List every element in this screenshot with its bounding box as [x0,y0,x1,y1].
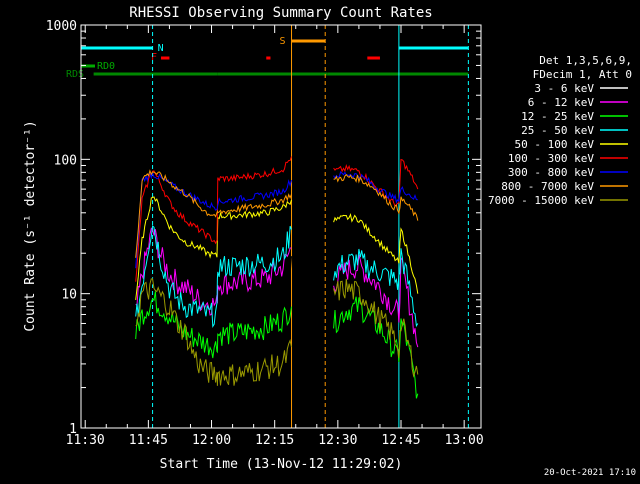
legend-label-3: 25 - 50 keV [521,124,594,137]
x-tick-label-1: 11:45 [129,433,168,448]
series-line-0-seg-1 [333,264,419,388]
y-tick-label-0: 1 [69,422,77,437]
series-line-2-seg-0 [135,291,292,359]
series-layer [135,156,419,399]
legend-label-5: 100 - 300 keV [508,152,594,165]
legend-label-1: 6 - 12 keV [528,96,595,109]
flag-label-n: N [158,43,164,54]
y-tick-label-3: 1000 [46,19,77,34]
plot-frame [80,24,482,429]
flag-label-f: F [151,52,157,63]
x-tick-label-0: 11:30 [66,433,105,448]
series-line-4-seg-0 [135,196,292,300]
legend-label-0: 3 - 6 keV [534,82,594,95]
axes-layer: 1 10 100 1000 11:30 11:45 12:00 12:15 12:30 12:45… [46,19,484,448]
y-tick-label-2: 100 [54,153,77,168]
legend-header-line-2: FDecim 1, Att 0 [533,68,632,81]
legend-label-8: 7000 - 15000 keV [488,194,594,207]
legend-label-2: 12 - 25 keV [521,110,594,123]
legend-header-line-1: Det 1,3,5,6,9, [539,54,632,67]
legend-label-7: 800 - 7000 keV [501,180,594,193]
series-line-5-seg-0 [135,156,292,282]
series-line-7-seg-0 [135,169,292,258]
flag-label-s: S [280,36,286,47]
y-tick-label-1: 10 [61,288,77,303]
series-line-0-seg-0 [135,256,292,364]
series-line-6-seg-0 [135,171,292,269]
chart-title: RHESSI Observing Summary Count Rates [129,5,432,21]
series-line-2-seg-1 [333,296,419,399]
series-line-8-seg-0 [135,278,292,386]
footer-date: 20-Oct-2021 17:10 [544,468,636,478]
x-axis-label: Start Time (13-Nov-12 11:29:02) [160,457,403,472]
series-line-3-seg-0 [135,224,292,328]
series-line-7-seg-1 [333,173,419,221]
flag-label-rds: RDS [66,69,84,80]
legend-label-6: 300 - 800 keV [508,166,594,179]
flag-bars-layer: NF S RD0 RDS [66,36,469,80]
x-tick-label-6: 13:00 [445,433,484,448]
y-axis-label: Count Rate (s⁻¹ detector⁻¹) [23,120,38,331]
x-tick-label-5: 12:45 [381,433,420,448]
series-line-1-seg-0 [135,227,292,316]
x-tick-label-2: 12:00 [192,433,231,448]
x-tick-label-4: 12:30 [318,433,357,448]
x-tick-label-3: 12:15 [255,433,294,448]
series-line-3-seg-1 [333,248,419,328]
legend-label-4: 50 - 100 keV [515,138,595,151]
series-line-6-seg-1 [333,170,418,204]
series-line-8-seg-1 [333,278,419,378]
flag-label-rd0: RD0 [97,61,115,72]
series-line-5-seg-1 [333,158,419,208]
series-line-4-seg-1 [333,213,419,294]
